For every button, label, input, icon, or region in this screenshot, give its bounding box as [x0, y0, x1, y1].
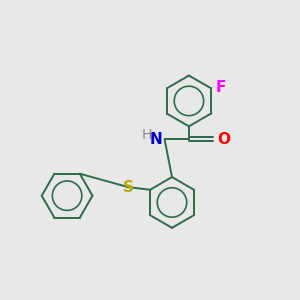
Text: S: S	[122, 180, 134, 195]
Text: N: N	[149, 132, 162, 147]
Text: H: H	[142, 128, 152, 142]
Text: O: O	[218, 132, 231, 147]
Text: F: F	[215, 80, 226, 95]
